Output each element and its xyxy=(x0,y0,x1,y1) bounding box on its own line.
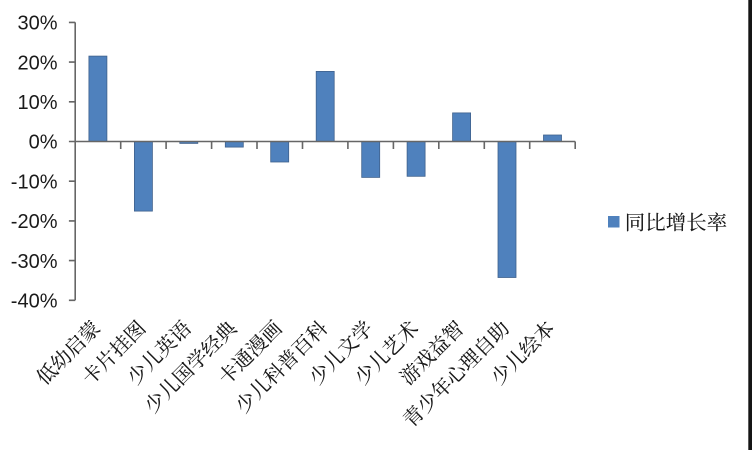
svg-text:-40%: -40% xyxy=(11,291,58,313)
svg-text:20%: 20% xyxy=(17,52,57,74)
svg-text:-20%: -20% xyxy=(11,211,58,233)
svg-text:0%: 0% xyxy=(29,132,58,154)
svg-text:30%: 30% xyxy=(17,13,57,35)
svg-text:-30%: -30% xyxy=(11,251,58,273)
svg-text:-10%: -10% xyxy=(11,171,58,193)
svg-text:10%: 10% xyxy=(17,92,57,114)
